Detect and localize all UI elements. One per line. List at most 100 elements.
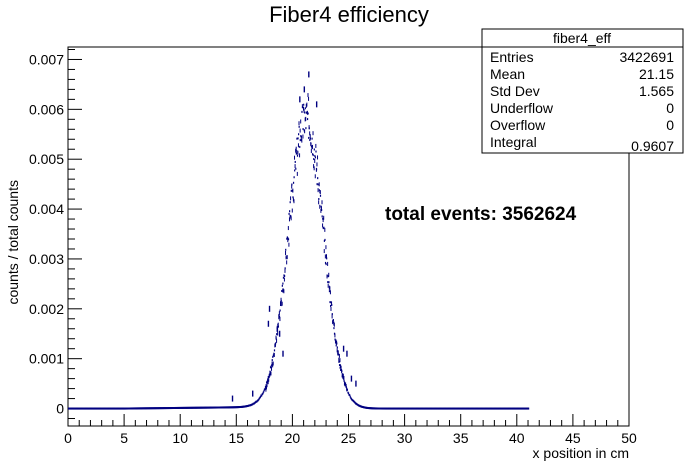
data-point (286, 260, 288, 265)
data-point (265, 387, 267, 392)
x-tick-label: 15 (229, 430, 245, 446)
data-point (327, 281, 329, 284)
data-point (308, 96, 310, 101)
x-tick-label: 45 (565, 430, 581, 446)
data-point (277, 325, 280, 328)
data-point (350, 375, 353, 382)
data-point (304, 107, 306, 110)
data-point (269, 372, 271, 377)
data-point (328, 285, 330, 290)
y-tick-label: 0 (56, 401, 64, 417)
data-point (279, 302, 281, 307)
data-point (349, 395, 351, 398)
x-tick-label: 5 (120, 430, 128, 446)
data-point (336, 342, 338, 345)
data-point (324, 261, 327, 264)
data-point (292, 188, 294, 193)
x-tick-label: 40 (509, 430, 525, 446)
y-tick-label: 0.003 (29, 251, 64, 267)
data-point (301, 104, 303, 109)
data-point (332, 319, 334, 324)
data-point (320, 206, 322, 211)
data-point (347, 392, 350, 395)
data-point (281, 301, 283, 306)
data-point (308, 127, 310, 130)
data-point (309, 137, 311, 140)
y-tick-label: 0.006 (29, 101, 64, 117)
data-point (282, 276, 285, 279)
data-point (276, 333, 278, 336)
data-point (317, 177, 319, 180)
data-point (278, 315, 281, 318)
data-point (324, 254, 326, 259)
data-point (271, 361, 273, 366)
data-point (333, 327, 335, 330)
stats-row-label: Integral (490, 134, 537, 150)
data-point (262, 391, 264, 394)
data-point (325, 245, 327, 250)
data-point (317, 155, 319, 160)
data-point (324, 227, 326, 232)
data-point (317, 188, 319, 193)
data-point (321, 200, 323, 205)
data-point (299, 96, 301, 103)
data-point (314, 154, 316, 157)
data-point (340, 364, 342, 369)
data-point (301, 138, 303, 143)
data-point (337, 350, 339, 355)
data-point (314, 174, 316, 179)
data-point (322, 223, 324, 228)
data-point (291, 184, 293, 189)
data-point (306, 110, 308, 115)
data-point (342, 373, 344, 378)
data-point (338, 360, 340, 363)
data-point (315, 101, 318, 108)
data-point (307, 93, 309, 98)
data-point (342, 373, 344, 378)
y-tick-label: 0.005 (29, 151, 64, 167)
data-point (264, 387, 266, 390)
data-point (299, 128, 301, 133)
data-point (287, 226, 289, 231)
data-point (341, 370, 343, 373)
data-point (328, 272, 330, 277)
data-point (301, 106, 304, 109)
data-point (285, 248, 287, 251)
data-point (330, 306, 332, 311)
stats-row-value: 1.565 (639, 83, 674, 99)
data-point (288, 212, 290, 215)
data-point (269, 371, 271, 376)
data-point (331, 301, 333, 306)
data-point (310, 142, 312, 145)
data-point (296, 154, 299, 157)
data-point (349, 394, 351, 397)
y-tick-label: 0.001 (29, 351, 64, 367)
data-point (328, 290, 331, 293)
data-point (308, 136, 310, 139)
data-point (331, 303, 333, 306)
data-point (277, 322, 279, 327)
data-point (268, 373, 270, 378)
data-point (293, 199, 295, 204)
data-point (302, 134, 304, 139)
stats-row-label: Underflow (490, 100, 554, 116)
data-point (283, 274, 286, 277)
data-point (264, 386, 267, 389)
data-point (278, 311, 280, 316)
data-point (297, 137, 299, 140)
x-tick-label: 35 (453, 430, 469, 446)
data-point (273, 349, 276, 352)
data-point (313, 158, 315, 161)
data-point (329, 301, 331, 304)
data-point (313, 164, 315, 169)
data-point (315, 168, 318, 171)
data-point (312, 131, 314, 136)
data-point (323, 226, 325, 229)
data-point (285, 250, 287, 255)
data-point (278, 315, 280, 320)
data-point (325, 263, 327, 266)
data-point (279, 317, 281, 322)
data-point (337, 353, 340, 356)
data-point (302, 128, 304, 131)
data-point (292, 196, 294, 199)
